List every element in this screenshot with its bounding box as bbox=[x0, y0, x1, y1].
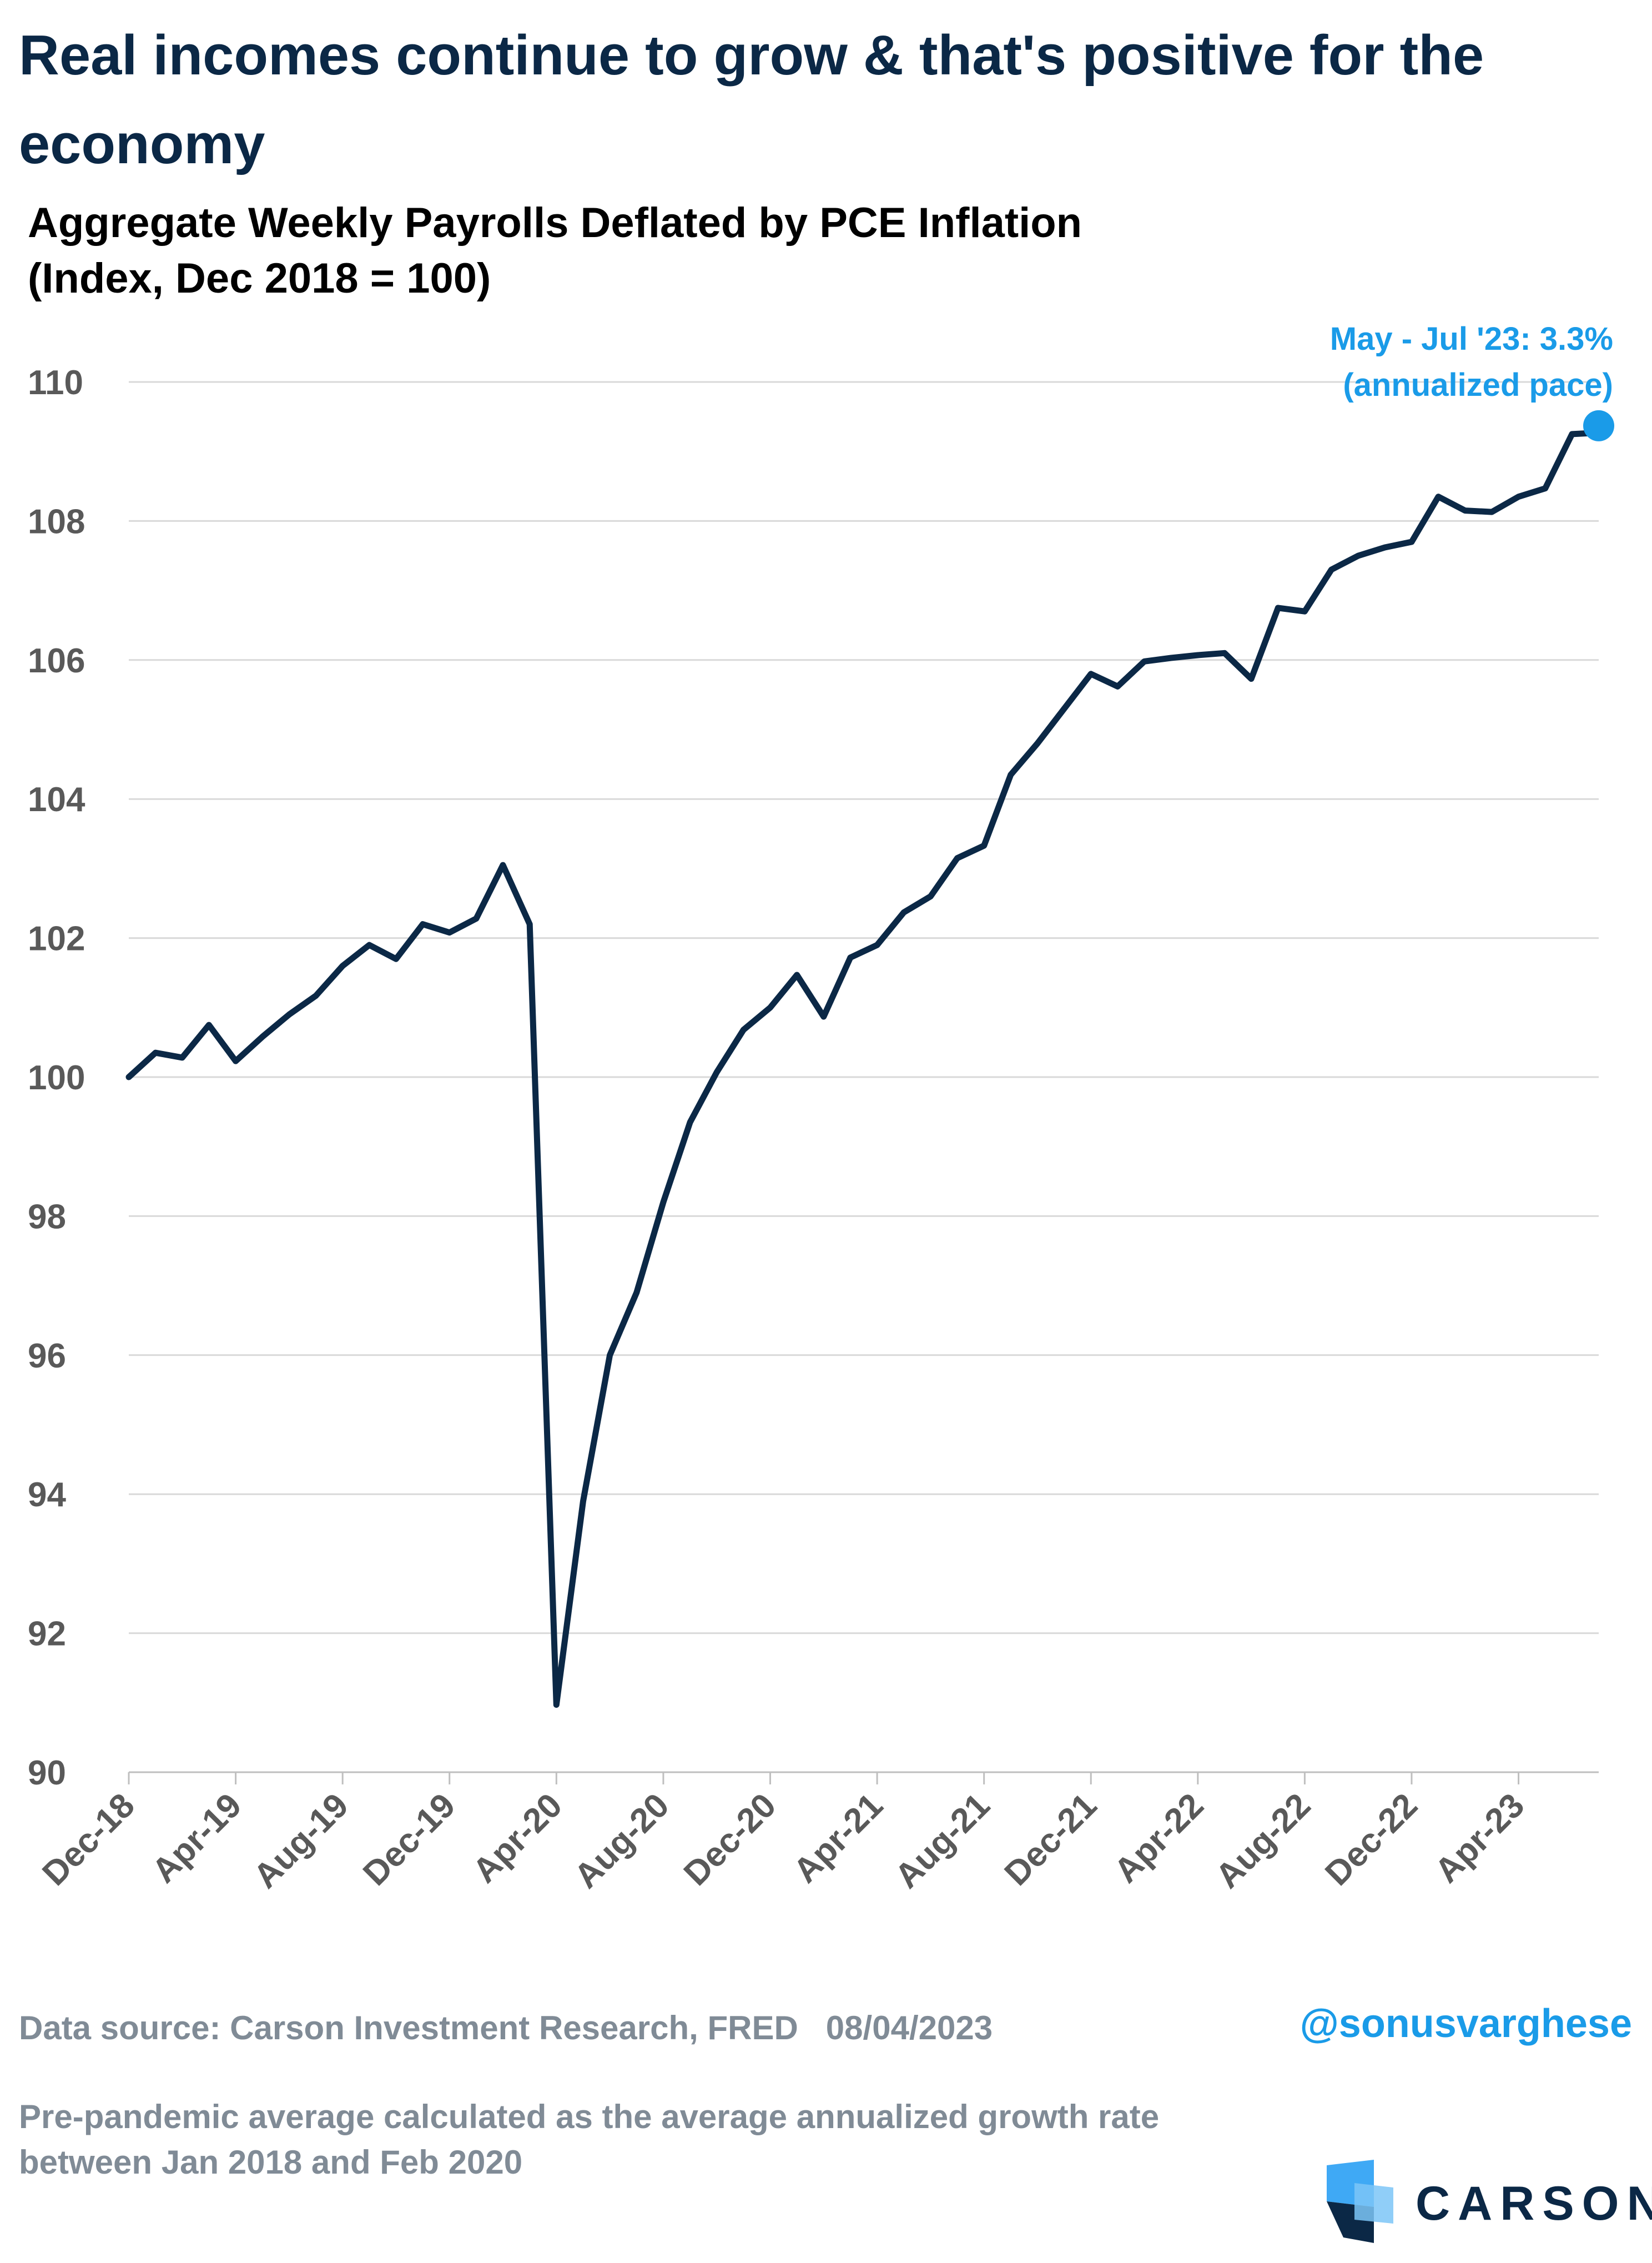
x-tick-label: Apr-22 bbox=[1107, 1786, 1211, 1890]
chart-title-line-1: Aggregate Weekly Payrolls Deflated by PC… bbox=[28, 199, 1082, 247]
y-tick-label: 110 bbox=[28, 364, 83, 402]
y-tick-label: 94 bbox=[28, 1476, 66, 1514]
annotation-label: May - Jul '23: 3.3% bbox=[1330, 321, 1613, 357]
carson-wordmark: CARSON bbox=[1416, 2177, 1652, 2230]
x-tick-label: Dec-20 bbox=[677, 1786, 784, 1893]
y-tick-label: 102 bbox=[28, 920, 85, 958]
methodology-note: Pre-pandemic average calculated as the a… bbox=[19, 2098, 1160, 2181]
x-tick-label: Apr-23 bbox=[1428, 1786, 1532, 1890]
y-tick-label: 98 bbox=[28, 1198, 66, 1236]
series-line bbox=[125, 429, 1602, 1708]
x-tick-label: Dec-21 bbox=[998, 1786, 1105, 1893]
y-tick-label: 96 bbox=[28, 1337, 66, 1375]
annotation: May - Jul '23: 3.3% (annualized pace) bbox=[1330, 321, 1614, 441]
x-tick-label: Aug-22 bbox=[1208, 1786, 1318, 1895]
headline: Real incomes continue to grow & that's p… bbox=[19, 24, 1484, 175]
gridlines bbox=[129, 381, 1599, 1773]
x-tick-label: Aug-19 bbox=[246, 1786, 356, 1895]
data-source-note: Data source: Carson Investment Research,… bbox=[19, 2009, 993, 2046]
annotation-label: (annualized pace) bbox=[1343, 367, 1613, 403]
y-tick-labels: 90 92 94 96 98 100 102 104 106 108 110 bbox=[28, 364, 85, 1792]
y-tick-label: 90 bbox=[28, 1754, 66, 1792]
x-tick-label: Apr-19 bbox=[145, 1786, 249, 1890]
x-tick-label: Dec-19 bbox=[356, 1786, 463, 1893]
y-tick-label: 108 bbox=[28, 502, 85, 541]
series-layer bbox=[125, 429, 1602, 1708]
carson-logo-mark-icon bbox=[1327, 2160, 1393, 2243]
x-tick-label: Aug-21 bbox=[888, 1786, 997, 1895]
chart-title-line-2: (Index, Dec 2018 = 100) bbox=[28, 255, 491, 302]
y-tick-label: 104 bbox=[28, 781, 85, 819]
x-tick-label: Aug-20 bbox=[567, 1786, 676, 1895]
twitter-handle-link[interactable]: @sonusvarghese bbox=[1300, 2002, 1632, 2046]
line-chart: 90 92 94 96 98 100 102 104 106 108 110 Dec-18 Apr-1… bbox=[28, 321, 1614, 1895]
x-tick-label: Apr-21 bbox=[786, 1786, 890, 1890]
x-tick-label: Dec-22 bbox=[1318, 1786, 1425, 1893]
y-tick-label: 100 bbox=[28, 1059, 85, 1097]
carson-logo: CARSON bbox=[1321, 2154, 1652, 2249]
y-tick-label: 106 bbox=[28, 642, 85, 680]
y-tick-label: 92 bbox=[28, 1615, 66, 1653]
x-tick-label: Apr-20 bbox=[466, 1786, 570, 1890]
highlight-point bbox=[1583, 410, 1614, 441]
x-tick-label: Dec-18 bbox=[35, 1786, 142, 1893]
chart-title: Aggregate Weekly Payrolls Deflated by PC… bbox=[28, 195, 1082, 306]
